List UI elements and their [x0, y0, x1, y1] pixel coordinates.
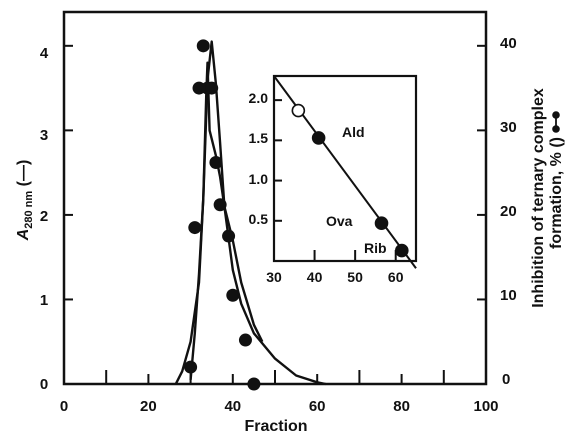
inhibition-point [184, 360, 198, 374]
inset-x-tick-labels: 30 40 50 60 [266, 269, 403, 285]
inset-annotations: Ald Ova Rib [326, 124, 387, 256]
x-tick-label: 20 [140, 398, 157, 415]
inset-point-label: Ova [326, 213, 353, 229]
inhibition-line [189, 61, 264, 380]
inset-point [311, 131, 326, 145]
x-tick-label: 0 [60, 398, 68, 415]
y-left-title-sub: 280 nm [23, 191, 35, 229]
y-right-tick-labels: 0 10 20 30 40 [500, 35, 517, 388]
y-left-axis-title: A280 nm (—) [15, 160, 35, 242]
inset-point [374, 216, 389, 230]
y-right-title-line2-suffix: ) [548, 137, 565, 142]
y-left-tick-labels: 0 1 2 3 4 [40, 45, 49, 393]
inset-y-tick-label: 2.0 [249, 90, 269, 106]
x-tick-label: 100 [473, 398, 498, 415]
y-left-title-suffix: (—) [15, 160, 32, 191]
y-right-tick-label: 0 [502, 371, 510, 388]
y-right-title-line1: Inhibition of ternary complex [530, 88, 547, 308]
x-tick-labels: 0 20 40 60 80 100 [60, 398, 499, 415]
y-right-tick-label: 20 [500, 203, 517, 220]
inhibition-point [238, 333, 252, 347]
inhibition-point [188, 221, 202, 235]
y-right-title-line2: formation, % () [548, 137, 565, 249]
y-left-tick-label: 2 [40, 208, 48, 225]
y-right-tick-label: 30 [500, 119, 517, 136]
inset-y-tick-label: 1.0 [249, 171, 269, 187]
y-left-title-main: A [15, 229, 32, 242]
inset-series [273, 75, 417, 269]
y-left-tick-label: 1 [40, 292, 48, 309]
inhibition-point [222, 229, 236, 243]
inset-y-tick-labels: 0.5 1.0 1.5 2.0 [249, 90, 269, 227]
x-tick-label: 40 [224, 398, 241, 415]
inset-x-tick-label: 50 [347, 269, 363, 285]
y-left-tick-label: 0 [40, 376, 48, 393]
x-tick-label: 80 [393, 398, 410, 415]
y-right-tick-label: 10 [500, 287, 517, 304]
inset-plot: 30 40 50 60 0.5 1.0 1.5 2.0 Ald Ova Rib [249, 74, 418, 285]
inset-point [394, 243, 409, 258]
inset-y-tick-label: 1.5 [249, 130, 269, 146]
y-right-axis-title: Inhibition of ternary complex formation,… [530, 88, 565, 308]
main-series [174, 39, 326, 391]
inset-open-point [291, 103, 306, 118]
inhibition-point [247, 377, 261, 391]
inhibition-point [205, 81, 219, 95]
y-left-tick-label: 3 [40, 127, 48, 144]
y-right-tick-label: 40 [500, 35, 517, 52]
inhibition-point [213, 198, 227, 212]
inhibition-point [209, 155, 223, 169]
y-left-tick-label: 4 [40, 45, 49, 62]
inset-x-tick-label: 40 [307, 269, 323, 285]
x-axis-title: Fraction [244, 418, 307, 435]
inset-y-tick-label: 0.5 [249, 211, 269, 227]
inset-point-label: Rib [364, 240, 387, 256]
inset-axis-ticks [273, 99, 397, 261]
inhibition-point [226, 288, 240, 302]
legend-dot-line-icon [552, 111, 560, 133]
inhibition-point [196, 39, 210, 53]
y-right-title-line2-text: formation, % ( [548, 142, 565, 249]
inset-x-tick-label: 30 [266, 269, 282, 285]
x-tick-label: 60 [309, 398, 326, 415]
inset-x-tick-label: 60 [388, 269, 404, 285]
inset-point-label: Ald [342, 124, 365, 140]
